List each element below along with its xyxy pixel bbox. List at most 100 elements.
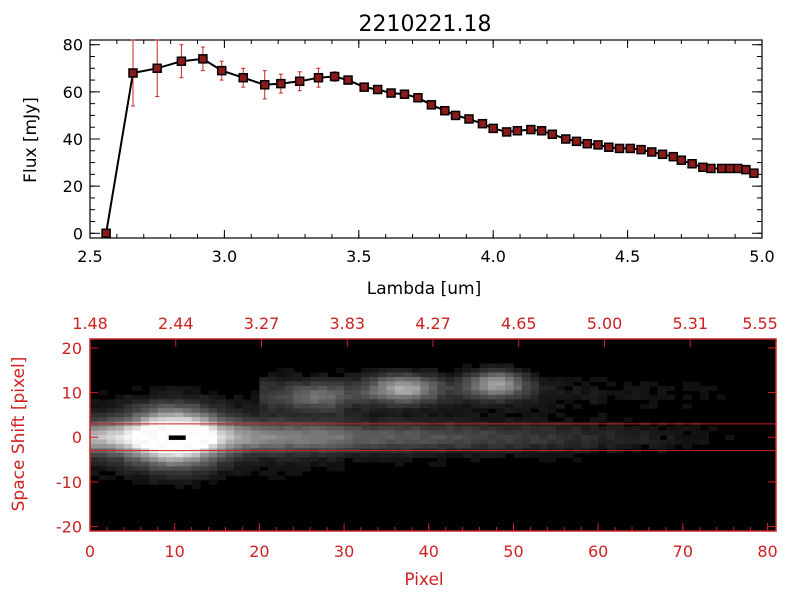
heatmap-cell: [310, 390, 320, 396]
heatmap-cell: [369, 394, 379, 400]
heatmap-cell: [166, 479, 176, 485]
heatmap-cell: [335, 457, 345, 463]
heatmap-cell: [513, 390, 523, 396]
spectrum-y-tick-label: 20: [63, 177, 83, 196]
heatmap-cell: [200, 435, 210, 441]
heatmap-cell: [140, 466, 150, 472]
heatmap-cell: [505, 368, 515, 374]
heatmap-cell: [183, 412, 193, 418]
heatmap-cell: [310, 399, 320, 405]
heatmap-cell: [394, 390, 404, 396]
heatmap-cell: [615, 430, 625, 436]
heatmap-cell: [530, 394, 540, 400]
heatmap-x-tick-label: 0: [85, 542, 95, 561]
spectrum-data-point: [372, 84, 383, 95]
heatmap-cell: [513, 408, 523, 414]
heatmap-cell: [98, 435, 108, 441]
heatmap-cell: [378, 377, 388, 383]
heatmap-cell: [386, 443, 396, 449]
heatmap-cell: [259, 408, 269, 414]
heatmap-cell: [174, 457, 184, 463]
heatmap-cell: [547, 443, 557, 449]
heatmap-cell: [106, 403, 116, 409]
heatmap-cell: [140, 426, 150, 432]
heatmap-cell: [547, 390, 557, 396]
heatmap-cell: [428, 443, 438, 449]
heatmap-cell: [691, 439, 701, 445]
heatmap-cell: [361, 412, 371, 418]
spectrum-data-point: [614, 143, 625, 154]
heatmap-cell: [217, 443, 227, 449]
heatmap-cell: [428, 399, 438, 405]
heatmap-cell: [318, 417, 328, 423]
heatmap-cell: [521, 368, 531, 374]
heatmap-cell: [352, 372, 362, 378]
heatmap-cell: [90, 439, 100, 445]
heatmap-cell: [403, 381, 413, 387]
heatmap-cell: [437, 439, 447, 445]
heatmap-cell: [98, 461, 108, 467]
heatmap-cell: [420, 439, 430, 445]
heatmap-cell: [530, 412, 540, 418]
heatmap-cell: [462, 408, 472, 414]
heatmap-cell: [284, 461, 294, 467]
heatmap-cell: [471, 452, 481, 458]
heatmap-cell: [157, 470, 167, 476]
heatmap-cell: [538, 426, 548, 432]
heatmap-cell: [276, 390, 286, 396]
heatmap-cell: [174, 412, 184, 418]
heatmap-cell: [259, 435, 269, 441]
heatmap-cell: [403, 412, 413, 418]
heatmap-cell: [682, 381, 692, 387]
heatmap-cell: [327, 457, 337, 463]
heatmap-cell: [208, 394, 218, 400]
heatmap-cell: [445, 385, 455, 391]
heatmap-cell: [157, 426, 167, 432]
heatmap-cell: [479, 399, 489, 405]
heatmap-cell: [369, 399, 379, 405]
heatmap-cell: [496, 372, 506, 378]
heatmap-cell: [403, 377, 413, 383]
heatmap-cell: [327, 466, 337, 472]
heatmap-cell: [521, 443, 531, 449]
heatmap-cell: [301, 435, 311, 441]
heatmap-cell: [555, 430, 565, 436]
heatmap-cell: [572, 385, 582, 391]
heatmap-cell: [217, 426, 227, 432]
heatmap-cell: [310, 408, 320, 414]
heatmap-cell: [649, 394, 659, 400]
heatmap-cell: [267, 390, 277, 396]
heatmap-cell: [471, 443, 481, 449]
heatmap-cell: [123, 466, 133, 472]
heatmap-cell: [454, 426, 464, 432]
heatmap-cell: [369, 443, 379, 449]
spectrum-x-tick-label: 4.0: [480, 247, 505, 266]
heatmap-cell: [267, 394, 277, 400]
heatmap-cell: [420, 452, 430, 458]
heatmap-cell: [454, 452, 464, 458]
heatmap-cell: [479, 390, 489, 396]
heatmap-cell: [276, 439, 286, 445]
heatmap-cell: [259, 417, 269, 423]
heatmap-cell: [301, 417, 311, 423]
heatmap-cell: [598, 417, 608, 423]
heatmap-cell: [437, 394, 447, 400]
spectrum-y-tick-label: 0: [73, 224, 83, 243]
heatmap-cell: [555, 381, 565, 387]
heatmap-cell: [310, 443, 320, 449]
heatmap-y-tick-label: 20: [62, 339, 82, 358]
heatmap-cell: [682, 426, 692, 432]
heatmap-cell: [411, 381, 421, 387]
heatmap-cell: [521, 372, 531, 378]
heatmap-cell: [649, 426, 659, 432]
heatmap-cell: [657, 390, 667, 396]
spectrum-data-point: [561, 134, 571, 144]
heatmap-cell: [234, 457, 244, 463]
heatmap-cell: [513, 385, 523, 391]
heatmap-cell: [479, 403, 489, 409]
heatmap-cell: [352, 377, 362, 383]
heatmap-cell: [208, 461, 218, 467]
heatmap-cell: [462, 363, 472, 369]
